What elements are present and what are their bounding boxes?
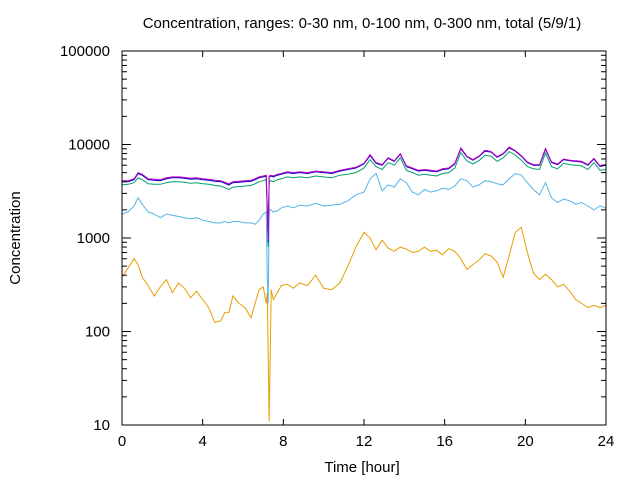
chart-title: Concentration, ranges: 0-30 nm, 0-100 nm… xyxy=(143,15,582,32)
x-tick-label: 24 xyxy=(598,433,615,450)
series-line-4 xyxy=(122,147,607,243)
y-tick-label: 1000 xyxy=(77,230,110,247)
x-tick-label: 0 xyxy=(118,433,126,450)
series-lines xyxy=(121,146,607,422)
y-tick-label: 10000 xyxy=(68,137,110,154)
series-line-2 xyxy=(121,172,607,304)
x-tick-label: 8 xyxy=(279,433,287,450)
series-line-3 xyxy=(121,150,607,248)
x-tick-label: 12 xyxy=(356,433,373,450)
plot-frame xyxy=(121,50,607,426)
y-axis: 10 100 1000 10000 100000 xyxy=(60,43,606,434)
x-tick-label: 20 xyxy=(517,433,534,450)
series-line-1 xyxy=(121,226,607,422)
series-line-5 xyxy=(122,146,607,241)
x-tick-label: 16 xyxy=(436,433,453,450)
y-tick-label: 100000 xyxy=(60,43,110,60)
x-tick-label: 4 xyxy=(198,433,206,450)
x-axis-label: Time [hour] xyxy=(324,459,399,476)
y-axis-label: Concentration xyxy=(7,191,24,284)
x-axis: 0 4 8 12 16 20 24 xyxy=(118,51,615,450)
y-tick-label: 100 xyxy=(85,324,110,341)
y-tick-label: 10 xyxy=(93,417,110,434)
